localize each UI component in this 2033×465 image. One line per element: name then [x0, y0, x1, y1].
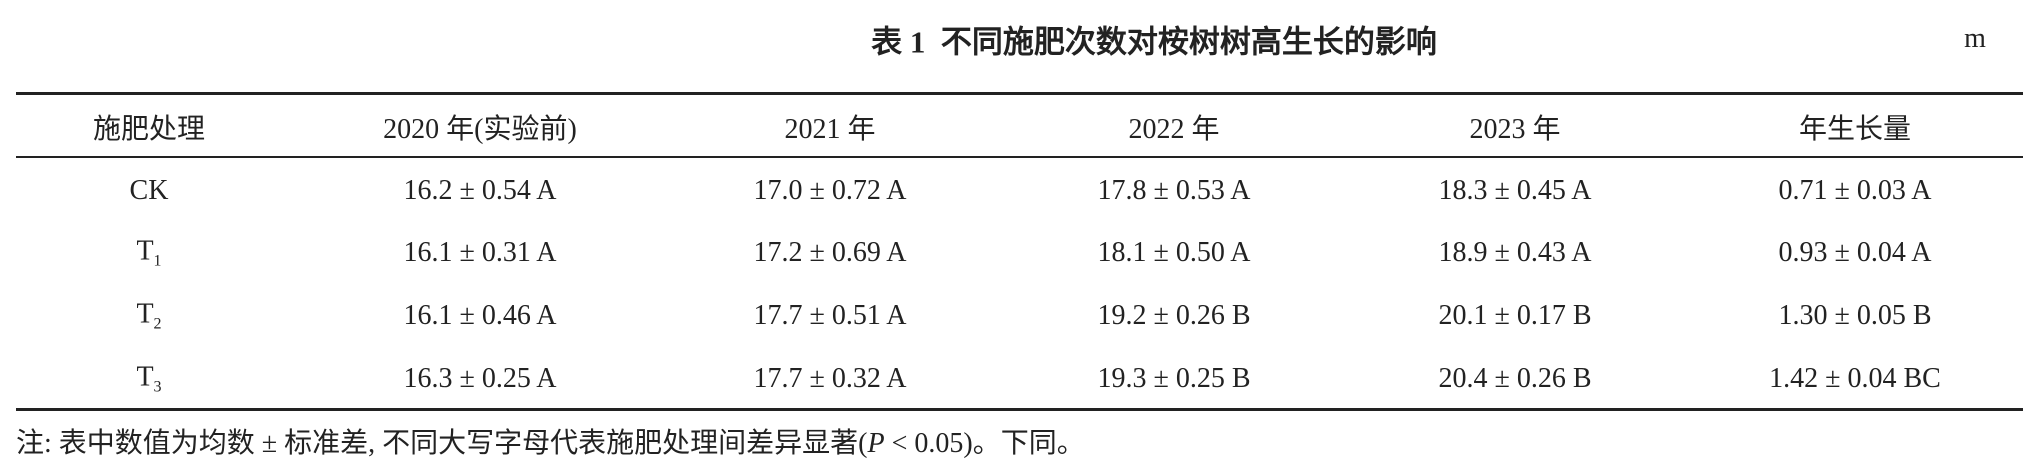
row-label: CK — [130, 175, 169, 207]
note-italic: P — [867, 428, 885, 459]
row-label: T3 — [136, 362, 161, 397]
table-cell: 1.42 ± 0.04 BC — [1769, 363, 1941, 394]
title-text: 不同施肥次数对桉树树高生长的影响 — [940, 24, 1437, 60]
table-cell: 16.1 ± 0.46 A — [403, 300, 557, 331]
table-title: 表 1 不同施肥次数对桉树树高生长的影响 — [871, 17, 1437, 62]
label-text: T — [136, 298, 154, 330]
table-cell: 20.1 ± 0.17 B — [1438, 300, 1592, 331]
table-cell: 18.3 ± 0.45 A — [1438, 175, 1592, 206]
table-cell: 16.2 ± 0.54 A — [403, 175, 557, 206]
row-label: T1 — [136, 236, 161, 271]
table-cell: 17.7 ± 0.32 A — [753, 363, 907, 394]
label-text: T — [136, 235, 154, 267]
table-cell: 16.1 ± 0.31 A — [403, 237, 557, 268]
table-note: 注: 表中数值为均数 ± 标准差, 不同大写字母代表施肥处理间差异显著(P < … — [16, 421, 1085, 461]
table-cell: 17.8 ± 0.53 A — [1097, 175, 1251, 206]
header-cell: 2021 年 — [784, 114, 876, 145]
label-subscript: 1 — [153, 252, 162, 270]
label-text: T — [136, 361, 154, 393]
header-cell: 施肥处理 — [92, 114, 206, 145]
table-cell: 16.3 ± 0.25 A — [403, 363, 557, 394]
top-rule — [16, 92, 2023, 95]
header-cell: 2022 年 — [1128, 114, 1220, 145]
table-cell: 17.0 ± 0.72 A — [753, 175, 907, 206]
table-cell: 17.7 ± 0.51 A — [753, 300, 907, 331]
header-cell: 2023 年 — [1469, 114, 1561, 145]
table-cell: 1.30 ± 0.05 B — [1778, 300, 1932, 331]
bottom-rule — [16, 408, 2023, 411]
table-cell: 0.93 ± 0.04 A — [1778, 237, 1932, 268]
mid-rule — [16, 156, 2023, 158]
label-subscript: 2 — [153, 315, 162, 333]
table-cell: 18.1 ± 0.50 A — [1097, 237, 1251, 268]
label-subscript: 3 — [153, 378, 162, 396]
title-label: 表 1 — [871, 24, 926, 60]
table-cell: 18.9 ± 0.43 A — [1438, 237, 1592, 268]
table-cell: 19.2 ± 0.26 B — [1097, 300, 1251, 331]
label-text: CK — [129, 175, 169, 206]
unit: m — [1964, 23, 1986, 54]
note-text: 注: 表中数值为均数 ± 标准差, 不同大写字母代表施肥处理间差异显著( — [16, 428, 868, 459]
note-text: < 0.05)。下同。 — [884, 428, 1085, 459]
header-cell: 2020 年(实验前) — [383, 114, 577, 145]
header-cell: 年生长量 — [1798, 114, 1912, 145]
table-cell: 17.2 ± 0.69 A — [753, 237, 907, 268]
table-cell: 20.4 ± 0.26 B — [1438, 363, 1592, 394]
table-cell: 19.3 ± 0.25 B — [1097, 363, 1251, 394]
row-label: T2 — [136, 299, 161, 334]
table-cell: 0.71 ± 0.03 A — [1778, 175, 1932, 206]
